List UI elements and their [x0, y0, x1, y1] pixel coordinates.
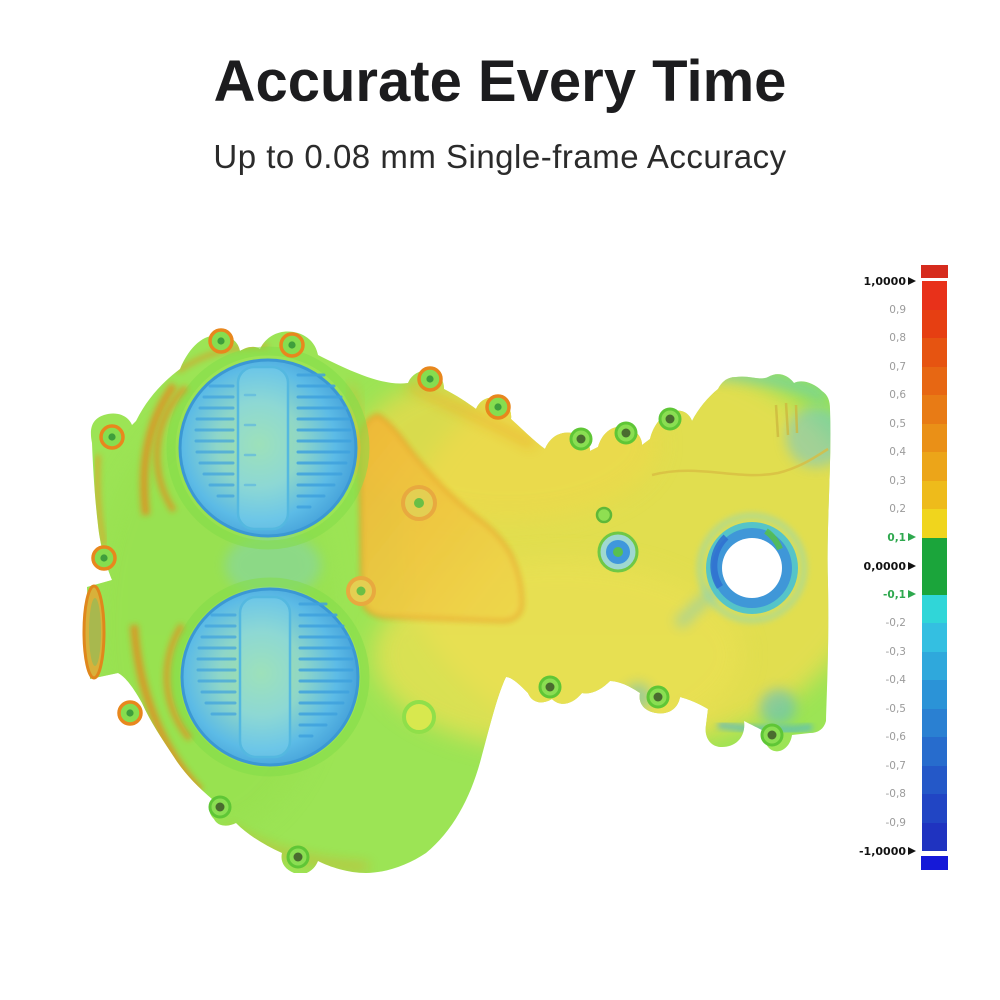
tick-text: -0,3: [885, 645, 907, 658]
tick-text: -0,1: [883, 588, 906, 601]
tick-arrow-icon: [908, 846, 916, 855]
tick-text: 1,0000: [863, 274, 906, 288]
colorbar-segment-11: [922, 623, 947, 652]
colorbar-tick-label: 0,4: [816, 445, 906, 459]
tick-text: 0,9: [889, 303, 906, 316]
tick-text: -0,2: [885, 617, 907, 629]
colorbar-segment-13: [922, 680, 947, 709]
colorbar-tick-label: -0,3: [816, 645, 907, 659]
lower-pad-boss: [402, 700, 436, 734]
tick-text: -1,0000: [858, 844, 906, 858]
colorbar-tick-label: 0,1: [816, 531, 906, 545]
tick-arrow-icon: [908, 533, 916, 541]
orange-flange-1: [140, 382, 178, 516]
tick-arrow-icon: [908, 590, 916, 598]
tick-arrow-icon: [908, 276, 916, 285]
tick-text: -0,5: [885, 702, 907, 715]
plate-boss-1-center: [414, 498, 424, 508]
sensor-boss: [595, 506, 639, 573]
tick-text: -0,6: [885, 731, 907, 743]
colorbar-tick-label: 0,0000: [816, 559, 906, 573]
colorbar-segment-5: [922, 423, 947, 452]
colorbar-segment-7: [922, 480, 947, 509]
colorbar-tick-label: -0,1: [816, 588, 906, 602]
colorbar-segment-9: [922, 537, 947, 595]
teal-corner-blob: [786, 407, 831, 467]
colorbar-tick-label: -0,7: [816, 759, 907, 773]
colorbar-tick-label: -0,9: [816, 816, 907, 830]
tick-text: -0,4: [885, 674, 907, 686]
nub: [595, 506, 613, 524]
page-title: Accurate Every Time: [213, 49, 787, 114]
tick-text: 0,5: [889, 417, 906, 430]
tick-text: -0,7: [885, 759, 907, 772]
upper-hub-marks: [243, 393, 257, 487]
block-crease: [651, 447, 829, 477]
plate-boss-2-center: [356, 586, 366, 596]
colorbar-segment-12: [922, 651, 947, 680]
spout: [82, 584, 106, 680]
colorbar-segment-15: [922, 737, 947, 766]
tick-arrow-icon: [908, 561, 916, 570]
colorbar-segment-2: [922, 338, 947, 367]
upper-hub: [236, 365, 290, 531]
tick-text: -0,8: [885, 788, 907, 800]
colorbar-segment-3: [922, 366, 947, 395]
tick-text: 0,7: [889, 360, 906, 373]
upper-pulley-boss: [154, 346, 370, 550]
colorbar-cap-below-min: [921, 856, 948, 870]
colorbar-tick-label: 0,7: [816, 360, 906, 374]
colorbar-segment-16: [922, 765, 947, 794]
colorbar-segment-18: [922, 822, 947, 851]
colorbar-tick-label: -0,6: [816, 730, 907, 744]
colorbar-segment-17: [922, 794, 947, 823]
tick-text: 0,2: [889, 503, 906, 515]
colorbar-segment-1: [922, 309, 947, 338]
lower-fins-right: [298, 602, 354, 738]
colorbar-segment-0: [922, 281, 947, 310]
colorbar-tick-label: 0,5: [816, 417, 906, 431]
tick-text: 0,6: [889, 389, 906, 401]
page-subtitle: Up to 0.08 mm Single-frame Accuracy: [213, 138, 787, 175]
colorbar-tick-label: 0,6: [816, 388, 906, 402]
colorbar-tick-label: -0,5: [816, 702, 907, 716]
colorbar-tick-label: 0,3: [816, 474, 906, 488]
colorbar-tick-label: -1,0000: [816, 844, 906, 858]
orange-valley-edge: [406, 381, 535, 449]
crankshaft-hole: [696, 512, 808, 624]
colorbar-tick-label: 0,8: [816, 331, 906, 345]
lower-fins-left: [196, 613, 237, 716]
tick-text: -0,9: [885, 816, 907, 829]
deviation-heatmap-scan: [82, 328, 831, 873]
colorbar-tick-label: 1,0000: [816, 274, 906, 288]
orange-flange-3: [94, 454, 107, 546]
colorbar-segment-14: [922, 708, 947, 737]
tick-text: 0,8: [889, 332, 906, 344]
colorbar-segment-6: [922, 452, 947, 481]
lower-hub: [238, 595, 292, 759]
tick-text: 0,1: [887, 531, 906, 544]
tick-text: 0,0000: [863, 559, 906, 573]
cyan-blob-1: [760, 689, 796, 725]
colorbar-segment-8: [922, 509, 947, 538]
colorbar-tick-label: -0,8: [816, 787, 907, 801]
colorbar-tick-label: -0,4: [816, 673, 907, 687]
lower-pulley-boss: [163, 577, 370, 777]
center-plate: [346, 413, 524, 623]
colorbar-tick-label: 0,2: [816, 502, 906, 516]
colorbar-segment-4: [922, 395, 947, 424]
colorbar-cap-above-max: [921, 265, 948, 278]
block-marks: [774, 402, 799, 438]
tick-text: 0,3: [889, 474, 906, 487]
colorbar-segment-10: [922, 594, 947, 623]
upper-fins-right: [296, 373, 352, 509]
colorbar-tick-label: 0,9: [816, 303, 906, 317]
tick-text: 0,4: [889, 446, 906, 458]
colorbar-tick-label: -0,2: [816, 616, 907, 630]
part-body: [82, 328, 831, 873]
upper-fins-left: [194, 384, 235, 498]
